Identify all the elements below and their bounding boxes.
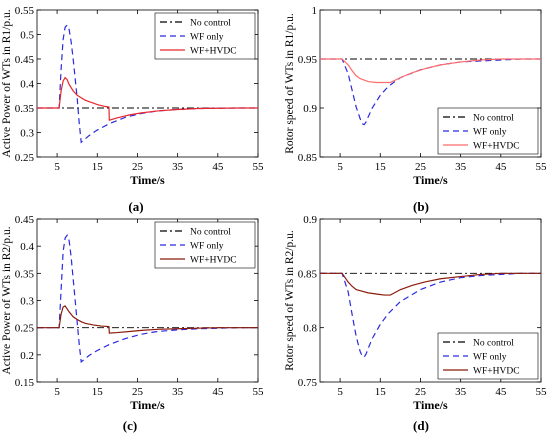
x-tick-label: 45 — [495, 161, 507, 173]
x-tick-label: 15 — [92, 386, 104, 398]
legend-entry: WF+HVDC — [190, 47, 237, 57]
x-axis-label: Time/s — [130, 173, 165, 187]
chart-panel-b: 5 15 25 35 45 55 0.85 0.9 0.95 1 Time/s Rotor speed… — [284, 5, 547, 214]
y-tick-label: 0.8 — [303, 323, 317, 335]
y-tick-label: 0.85 — [298, 268, 318, 280]
y-tick-label: 0.15 — [15, 377, 35, 389]
legend-entry: No control — [190, 228, 231, 238]
y-tick-label: 0.85 — [298, 152, 318, 164]
series-group — [37, 24, 258, 144]
y-axis-label: Active Power of WTs in R2/p.u. — [1, 226, 13, 374]
x-tick-label: 15 — [375, 386, 387, 398]
series-group — [320, 58, 541, 126]
x-tick-label: 45 — [212, 386, 224, 398]
y-tick-label: 1 — [312, 5, 318, 17]
series-line-2 — [320, 272, 541, 358]
y-tick-label: 0.25 — [15, 152, 35, 164]
x-axis-label: Time/s — [413, 173, 448, 187]
series-line-3 — [320, 272, 541, 296]
series-line-2 — [37, 234, 258, 364]
y-tick-label: 0.25 — [15, 323, 35, 335]
legend-entry: WF+HVDC — [190, 256, 237, 266]
y-tick-label: 0.75 — [298, 377, 318, 389]
y-tick-label: 0.3 — [20, 128, 34, 140]
x-tick-label: 25 — [132, 161, 144, 173]
x-tick-label: 5 — [54, 161, 60, 173]
y-tick-label: 0.55 — [15, 5, 35, 17]
legend-entry: WF+HVDC — [473, 142, 520, 152]
y-axis-label: Rotor speed of WTs in R2/p.u. — [284, 230, 296, 371]
series-line-2 — [320, 58, 541, 126]
chart-panel-c: 5 15 25 35 45 55 0.15 0.2 0.25 0.3 0.35 0.4 0.45 Time… — [1, 214, 264, 433]
y-tick-label: 0.4 — [20, 241, 34, 253]
x-tick-label: 35 — [455, 386, 467, 398]
legend-entry: No control — [473, 114, 514, 124]
y-tick-label: 0.45 — [15, 54, 35, 66]
x-axis-label: Time/s — [413, 398, 448, 412]
y-tick-label: 0.9 — [303, 103, 317, 115]
chart-panel-d: 5 15 25 35 45 55 0.75 0.8 0.85 0.9 Time/s Rotor spe… — [284, 214, 547, 433]
x-tick-label: 5 — [337, 386, 343, 398]
chart-panel-a: 5 15 25 35 45 55 0.25 0.3 0.35 0.4 0.45 0.5 0.55 Time… — [1, 5, 264, 214]
x-tick-label: 35 — [172, 386, 184, 398]
y-tick-label: 0.5 — [20, 30, 34, 42]
legend-entry: No control — [190, 19, 231, 29]
y-tick-label: 0.35 — [15, 103, 35, 115]
legend-entry: WF only — [473, 353, 507, 363]
x-tick-label: 25 — [132, 386, 144, 398]
panel-label: (c) — [123, 418, 137, 433]
y-tick-label: 0.35 — [15, 268, 35, 280]
y-axis-label: Active Power of WTs in R1/p.u. — [1, 9, 13, 157]
x-tick-label: 25 — [415, 386, 427, 398]
legend-entry: WF only — [190, 242, 224, 252]
legend-entry: WF+HVDC — [473, 367, 520, 377]
x-tick-label: 35 — [455, 161, 467, 173]
x-tick-label: 45 — [495, 386, 507, 398]
series-line-3 — [320, 58, 541, 84]
legend-entry: WF only — [473, 128, 507, 138]
panel-label: (b) — [413, 199, 429, 214]
x-tick-label: 55 — [536, 161, 548, 173]
series-line-3 — [37, 305, 258, 334]
panel-label: (d) — [413, 418, 429, 433]
y-tick-label: 0.2 — [20, 350, 34, 362]
x-axis-label: Time/s — [130, 398, 165, 412]
x-tick-label: 15 — [92, 161, 104, 173]
panel-label: (a) — [128, 199, 143, 214]
x-tick-label: 25 — [415, 161, 427, 173]
series-line-3 — [37, 76, 258, 122]
x-tick-label: 55 — [253, 161, 265, 173]
series-group — [320, 272, 541, 358]
y-tick-label: 0.95 — [298, 54, 318, 66]
y-tick-label: 0.9 — [303, 214, 317, 226]
y-tick-label: 0.4 — [20, 79, 34, 91]
series-group — [37, 234, 258, 364]
x-tick-label: 15 — [375, 161, 387, 173]
x-tick-label: 5 — [337, 161, 343, 173]
x-tick-label: 55 — [253, 386, 265, 398]
y-tick-label: 0.3 — [20, 296, 34, 308]
y-tick-label: 0.45 — [15, 214, 35, 226]
y-axis-label: Rotor speed of WTs in R1/p.u. — [284, 13, 296, 154]
legend-entry: WF only — [190, 33, 224, 43]
x-tick-label: 35 — [172, 161, 184, 173]
x-tick-label: 45 — [212, 161, 224, 173]
x-tick-label: 5 — [54, 386, 60, 398]
legend-entry: No control — [473, 339, 514, 349]
x-tick-label: 55 — [536, 386, 548, 398]
